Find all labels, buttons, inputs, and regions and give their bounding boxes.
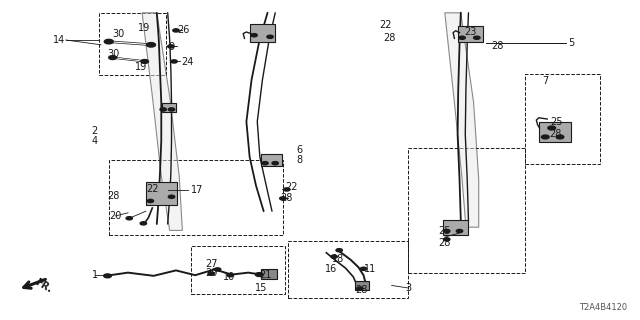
Text: 3: 3 (405, 283, 412, 293)
Circle shape (267, 35, 273, 38)
Circle shape (104, 274, 111, 278)
Text: 8: 8 (296, 155, 303, 165)
Text: 4: 4 (92, 136, 98, 146)
Text: 22: 22 (285, 182, 298, 192)
Circle shape (126, 217, 132, 220)
Text: 25: 25 (550, 116, 563, 127)
Circle shape (214, 268, 221, 271)
Text: 29: 29 (205, 268, 218, 278)
Circle shape (160, 108, 166, 111)
Text: 15: 15 (255, 283, 268, 293)
Bar (109, 160, 283, 235)
Circle shape (556, 135, 564, 139)
Text: 23: 23 (464, 27, 477, 37)
Text: 28: 28 (108, 191, 120, 201)
Circle shape (444, 229, 450, 233)
Circle shape (168, 195, 175, 198)
Circle shape (168, 45, 174, 48)
Text: 11: 11 (364, 264, 376, 275)
Text: 30: 30 (108, 49, 120, 60)
Text: 19: 19 (138, 23, 150, 33)
Text: 26: 26 (177, 25, 189, 35)
Circle shape (168, 108, 175, 111)
Circle shape (104, 39, 113, 44)
Text: 18: 18 (332, 254, 344, 264)
Text: 22: 22 (146, 184, 159, 194)
Circle shape (474, 36, 480, 39)
Bar (191, 246, 285, 294)
Circle shape (262, 162, 268, 165)
Text: 14: 14 (52, 35, 65, 45)
Bar (250, 24, 275, 42)
Circle shape (141, 60, 148, 63)
Bar (288, 241, 408, 298)
Circle shape (272, 162, 278, 165)
Circle shape (173, 29, 179, 32)
Text: 7: 7 (542, 76, 548, 86)
Text: 6: 6 (296, 145, 303, 156)
Polygon shape (142, 13, 182, 230)
Circle shape (208, 272, 214, 275)
Polygon shape (445, 13, 479, 227)
Bar (146, 182, 177, 205)
Bar (443, 220, 468, 235)
Circle shape (444, 238, 450, 241)
Text: 25: 25 (438, 226, 451, 236)
Bar (99, 13, 166, 75)
Circle shape (331, 255, 337, 258)
Text: T2A4B4120: T2A4B4120 (579, 303, 627, 312)
Text: 24: 24 (181, 57, 194, 68)
Circle shape (336, 249, 342, 252)
Text: 1: 1 (92, 270, 98, 280)
Bar (162, 103, 176, 112)
Text: 28: 28 (355, 284, 368, 295)
Text: 28: 28 (383, 33, 396, 44)
Circle shape (227, 274, 234, 277)
Circle shape (109, 56, 116, 60)
Text: 22: 22 (379, 20, 392, 30)
Circle shape (147, 199, 154, 203)
Text: FR.: FR. (33, 276, 54, 294)
Bar (261, 269, 277, 279)
Bar (539, 122, 571, 142)
Bar (355, 281, 369, 290)
Circle shape (140, 222, 147, 225)
Circle shape (541, 135, 549, 139)
Circle shape (251, 34, 257, 37)
Text: 5: 5 (568, 38, 574, 48)
Circle shape (548, 126, 556, 130)
Bar (525, 74, 600, 164)
Circle shape (280, 197, 286, 200)
Circle shape (147, 43, 156, 47)
Text: 28: 28 (438, 238, 451, 248)
Circle shape (456, 229, 463, 233)
Text: 28: 28 (280, 193, 293, 204)
Circle shape (171, 60, 177, 63)
Circle shape (284, 188, 290, 191)
Text: 19: 19 (134, 62, 147, 72)
Text: 2: 2 (92, 126, 98, 136)
Text: 10: 10 (223, 272, 236, 282)
Text: 16: 16 (325, 264, 338, 275)
Text: 28: 28 (549, 129, 562, 140)
Circle shape (356, 287, 363, 290)
Bar (458, 26, 483, 42)
Text: 17: 17 (191, 185, 204, 196)
Circle shape (255, 273, 263, 276)
Bar (261, 154, 282, 166)
Text: 9: 9 (168, 42, 175, 52)
Text: 20: 20 (109, 211, 122, 221)
Text: 21: 21 (259, 270, 272, 280)
Text: 30: 30 (112, 28, 125, 39)
Circle shape (459, 36, 465, 39)
Circle shape (360, 267, 367, 270)
Bar (408, 148, 525, 273)
Text: 27: 27 (205, 259, 218, 269)
Text: 28: 28 (492, 41, 504, 51)
